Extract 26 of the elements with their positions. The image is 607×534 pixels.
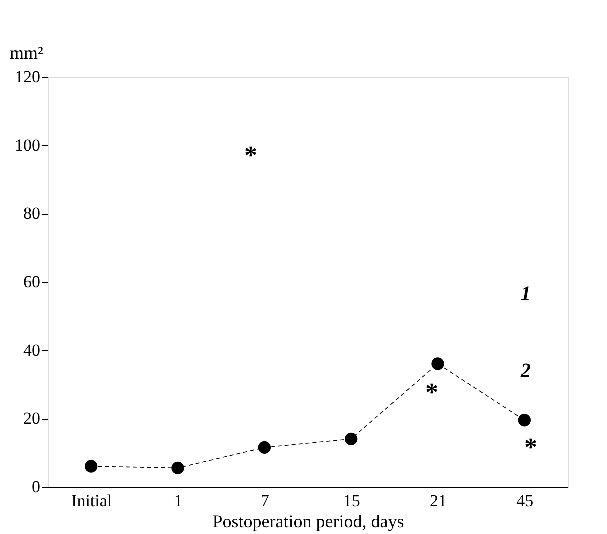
y-tick-label: 40	[24, 340, 40, 360]
y-tick-label: 0	[32, 478, 40, 496]
point	[258, 441, 271, 454]
y-axis-title: mm²	[10, 43, 44, 63]
annotation: *	[524, 433, 538, 462]
y-tick-label: 60	[24, 272, 40, 292]
point	[172, 462, 184, 475]
annotation: *	[244, 141, 258, 170]
x-tick-label: 1	[174, 492, 183, 510]
annotation: 1	[521, 283, 531, 305]
annotation: *	[426, 378, 438, 407]
x-tick-label: 21	[430, 492, 447, 510]
y-tick-label: 100	[15, 136, 40, 155]
point	[432, 358, 444, 370]
y-tick-label: 20	[24, 409, 40, 428]
x-tick-label: 45	[516, 492, 534, 510]
x-tick-label: 15	[343, 492, 360, 510]
annotation: 2	[520, 360, 531, 382]
y-tick-label: 120	[15, 68, 40, 86]
point	[85, 460, 98, 473]
x-axis-title: Postoperation period, days	[212, 512, 404, 532]
x-tick-label: 7	[260, 492, 270, 510]
y-tick-label: 80	[24, 204, 40, 224]
point	[345, 432, 358, 446]
point	[518, 414, 531, 427]
x-tick-label: Initial	[72, 492, 112, 510]
